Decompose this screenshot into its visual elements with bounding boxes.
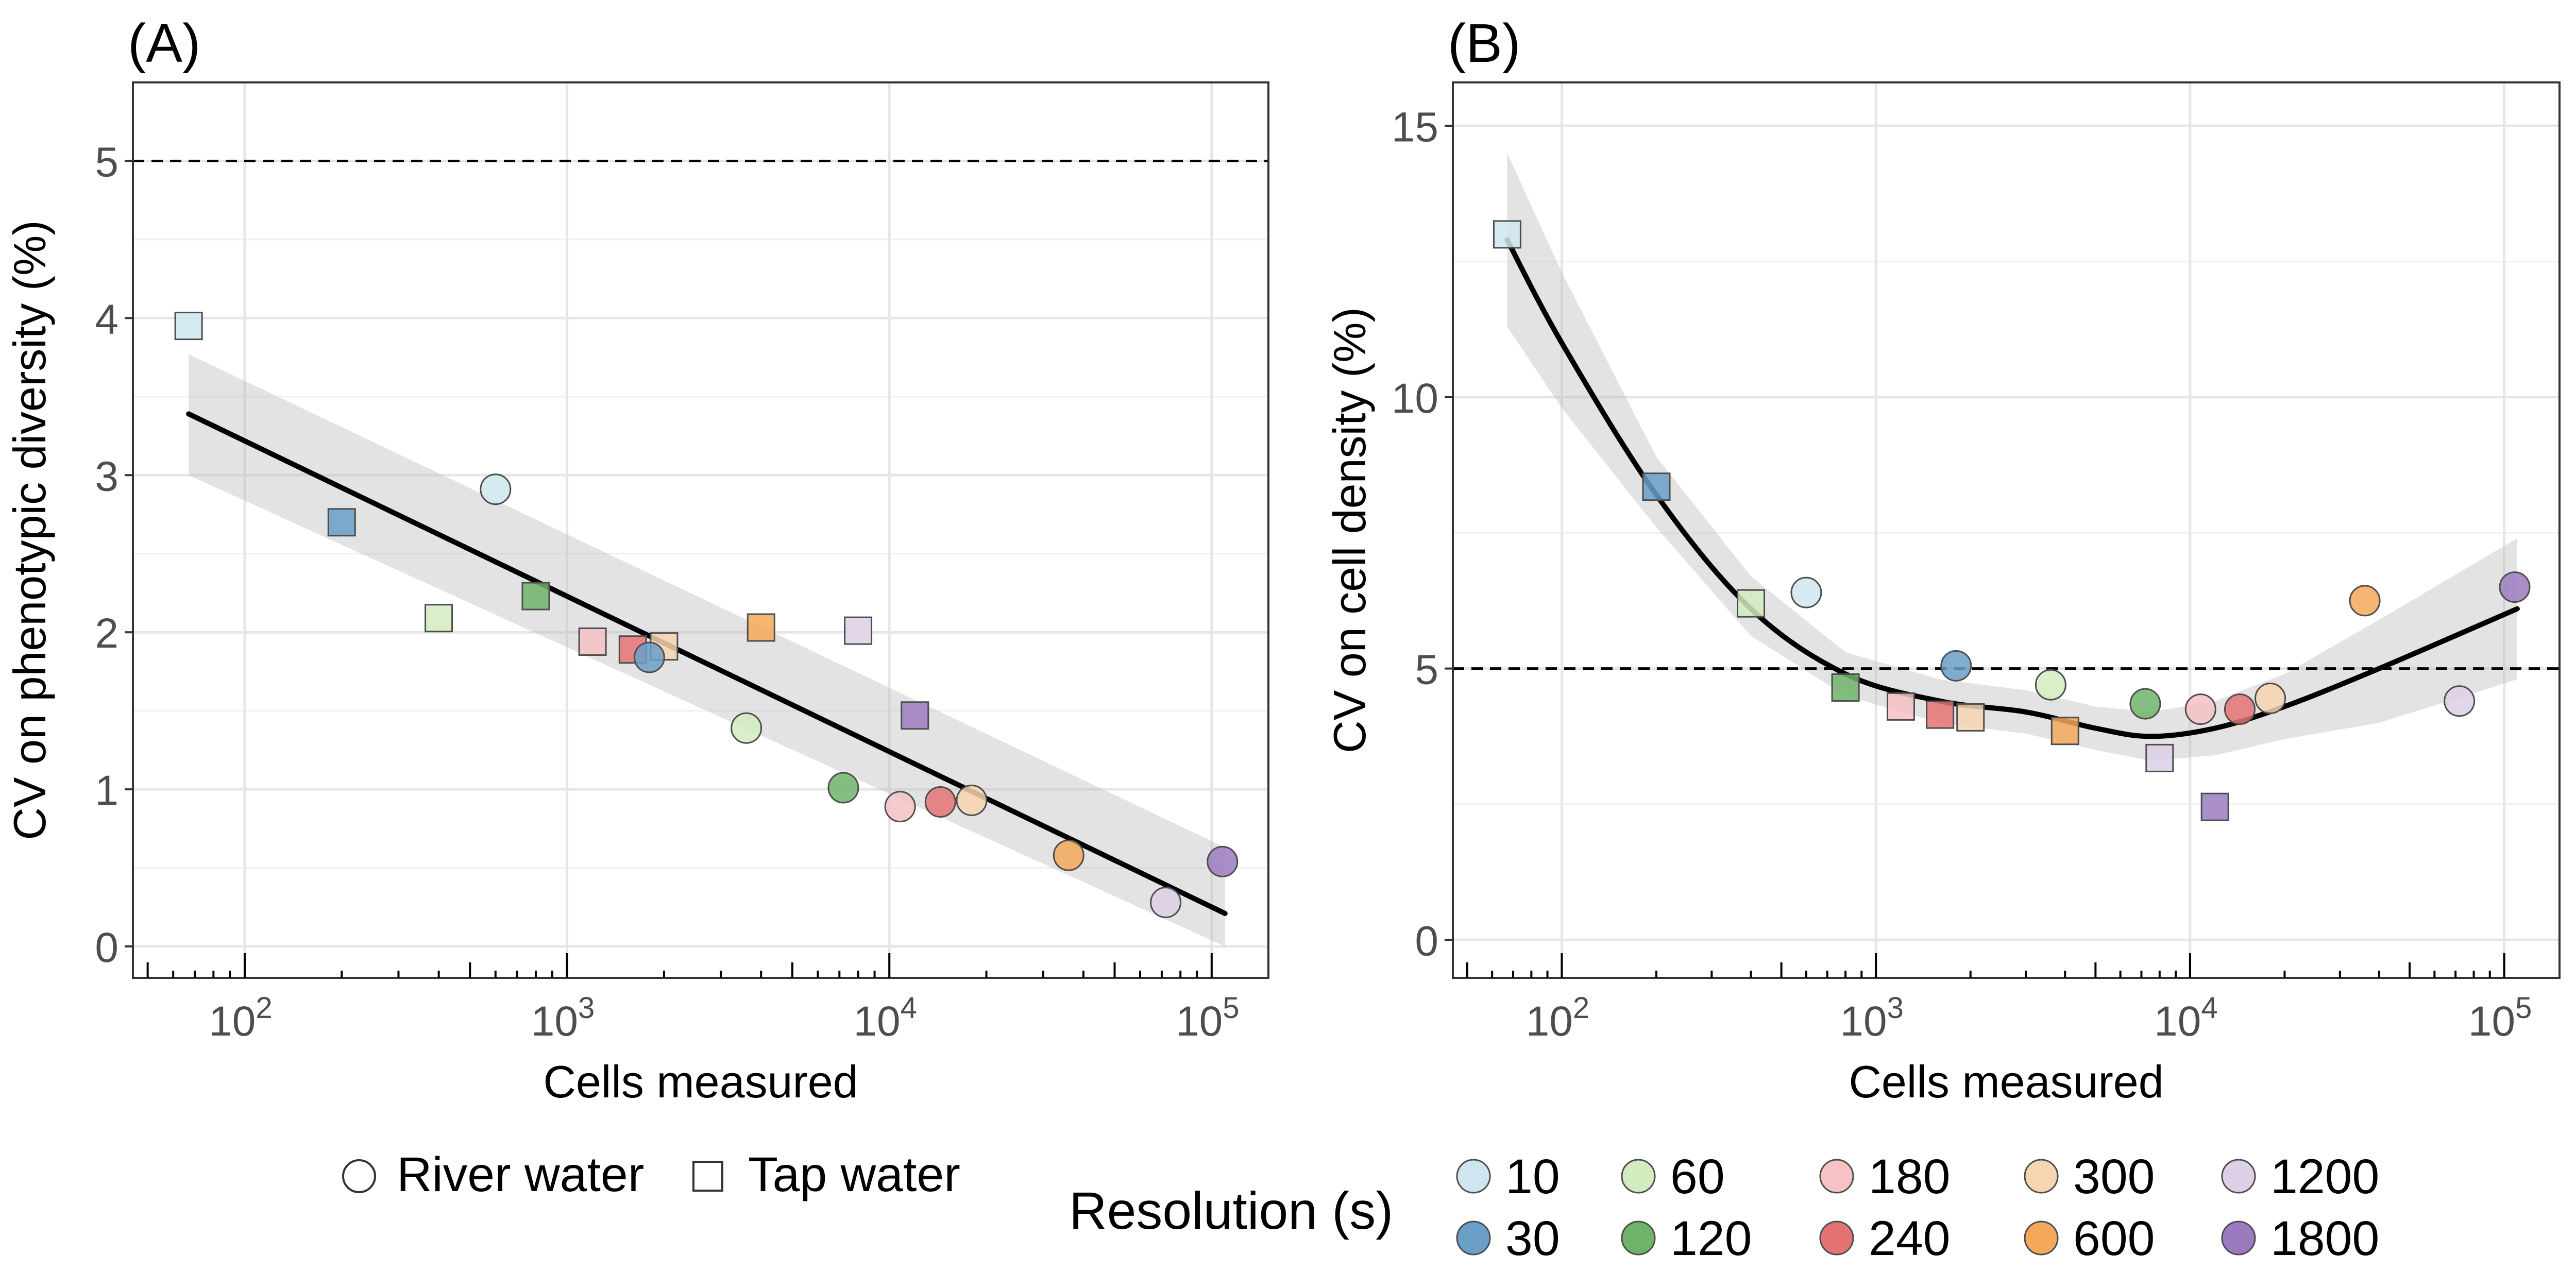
panel-tag: (B) [1448, 13, 1520, 74]
legend-circle-icon [342, 1159, 376, 1193]
y-tick-label: 5 [95, 139, 118, 185]
y-tick-label: 1 [95, 767, 118, 814]
legend-label-300: 300 [2073, 1149, 2155, 1204]
panel-border [1452, 81, 2561, 979]
data-point-circle [2444, 685, 2476, 717]
data-point-circle [1207, 845, 1239, 877]
x-tick-label: 103 [1840, 991, 1903, 1045]
data-point-square [578, 627, 607, 656]
panel-tag: (A) [128, 13, 200, 74]
data-point-square [425, 604, 453, 633]
data-point-square [1493, 220, 1521, 249]
legend-key-60 [1621, 1159, 1656, 1194]
panel-b: 0 5 10 15 102 103 104 105 Cells measured CV on ce… [1324, 13, 2561, 1107]
y-tick-label: 0 [95, 924, 118, 971]
panel-a: 0 1 2 3 4 5 102 103 104 105 Cells measured CV on ph… [4, 13, 1269, 1107]
x-tick-label: 104 [2154, 991, 2217, 1045]
data-point-square [521, 582, 550, 611]
data-point-circle [731, 712, 762, 744]
data-point-square [901, 701, 929, 730]
data-point-circle [827, 772, 859, 804]
legend-key-120 [1621, 1221, 1656, 1256]
legend-key-300 [2024, 1159, 2059, 1194]
data-point-circle [2349, 585, 2381, 617]
data-point-square [1642, 472, 1671, 501]
data-point-square [1926, 700, 1955, 729]
y-tick-label: 2 [95, 610, 118, 657]
data-point-circle [1053, 839, 1084, 871]
data-point-circle [633, 641, 665, 673]
legend-label-river-water: River water [397, 1147, 644, 1202]
data-point-square [1737, 589, 1766, 618]
data-point-square [2145, 743, 2174, 772]
legend-label-60: 60 [1670, 1149, 1725, 1204]
data-point-square [1831, 673, 1860, 702]
x-tick-label: 103 [531, 991, 595, 1045]
y-tick-label: 0 [1415, 918, 1438, 964]
data-point-circle [2129, 688, 2161, 720]
x-tick-label: 102 [209, 991, 272, 1045]
legend-label-1800: 1800 [2270, 1211, 2379, 1266]
legend-key-180 [1819, 1159, 1854, 1194]
x-tick-label: 102 [1526, 991, 1589, 1045]
legend-label-10: 10 [1505, 1149, 1560, 1204]
y-tick-label: 5 [1415, 647, 1438, 693]
legend-label-180: 180 [1869, 1149, 1951, 1204]
legend-key-30 [1456, 1221, 1491, 1256]
legend-key-10 [1456, 1159, 1491, 1194]
legend-key-600 [2024, 1221, 2059, 1256]
plot-area [1453, 82, 2560, 978]
data-point-square [1886, 692, 1915, 721]
legend-key-1800 [2221, 1221, 2256, 1256]
x-axis-title: Cells measured [1849, 1056, 2163, 1107]
data-point-square [747, 613, 775, 642]
y-tick-label: 4 [95, 296, 118, 343]
data-point-circle [1790, 577, 1822, 608]
data-point-square [844, 616, 873, 645]
legend-label-1200: 1200 [2270, 1149, 2379, 1204]
data-point-circle [956, 784, 988, 816]
data-point-circle [480, 473, 512, 505]
trend-line [1504, 237, 2520, 739]
legend-title: Resolution (s) [1069, 1181, 1393, 1240]
data-point-circle [884, 791, 916, 823]
data-point-square [174, 312, 203, 341]
data-point-circle [924, 786, 956, 818]
legend-label-240: 240 [1869, 1211, 1951, 1266]
data-point-circle [2224, 693, 2256, 725]
data-point-circle [1150, 887, 1182, 919]
x-tick-label: 105 [1176, 991, 1239, 1045]
x-tick-label: 104 [853, 991, 917, 1045]
trend-line [186, 411, 1228, 916]
legend-resolution: Resolution (s) 10 30 60 120 180 240 300 600 1200 1… [1069, 1149, 2379, 1266]
data-point-square [327, 508, 356, 537]
legend-label-120: 120 [1670, 1211, 1752, 1266]
panel-border [132, 81, 1269, 979]
data-point-circle [2184, 693, 2216, 725]
data-point-circle [2035, 669, 2066, 701]
data-point-circle [1940, 650, 1972, 682]
y-axis-title: CV on phenotypic diversity (%) [4, 220, 55, 840]
plot-area [133, 82, 1268, 978]
data-point-square [2050, 717, 2079, 745]
legend-label-tap-water: Tap water [748, 1147, 960, 1202]
data-point-circle [2499, 571, 2531, 603]
legend-key-1200 [2221, 1159, 2256, 1194]
legend-label-600: 600 [2073, 1211, 2155, 1266]
legend-square-icon [692, 1161, 723, 1192]
y-tick-label: 10 [1392, 375, 1438, 422]
legend-label-30: 30 [1505, 1211, 1560, 1266]
data-point-circle [2255, 683, 2286, 715]
legend-key-240 [1819, 1221, 1854, 1256]
legend-sample: River water Tap water [342, 1147, 960, 1202]
y-tick-label: 15 [1392, 104, 1438, 150]
y-axis-title: CV on cell density (%) [1324, 307, 1375, 753]
x-axis-title: Cells measured [543, 1056, 858, 1107]
legend: River water Tap water Resolution (s) 10 30 60… [342, 1147, 2379, 1266]
y-tick-label: 3 [95, 453, 118, 500]
data-point-square [1956, 703, 1985, 732]
data-point-square [2200, 792, 2229, 821]
x-tick-label: 105 [2468, 991, 2532, 1045]
